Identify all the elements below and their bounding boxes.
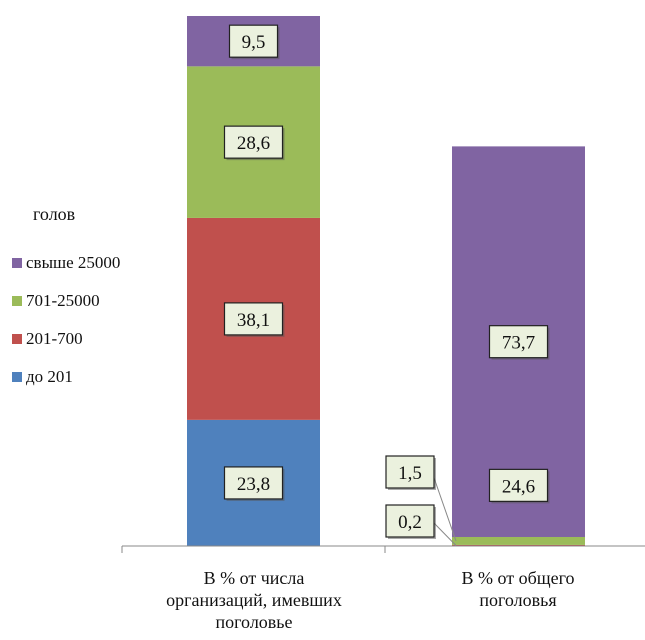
- data-label-box: [223, 125, 284, 159]
- category-label-line: В % от общего: [461, 568, 574, 588]
- legend-label: свыше 25000: [26, 253, 120, 272]
- data-label: 28,6: [223, 125, 285, 161]
- legend-item: 701-25000: [12, 291, 100, 310]
- data-label-text: 0,2: [398, 512, 422, 533]
- legend-swatch: [12, 296, 22, 306]
- data-label-extra: 24,6: [488, 468, 550, 504]
- data-label: 1,5: [385, 455, 436, 490]
- data-label-box: [385, 455, 435, 489]
- data-label-extra-text: 24,6: [502, 476, 535, 497]
- data-label-box: [488, 325, 549, 359]
- legend-label: 701-25000: [26, 291, 100, 310]
- category-label-line: организаций, имевших: [166, 590, 342, 610]
- data-label-text: 9,5: [242, 32, 266, 53]
- data-label: 73,7: [488, 325, 550, 360]
- category-label: В % от числа организаций, имевших поголовь…: [166, 568, 342, 632]
- category-label-line: В % от числа: [204, 568, 305, 588]
- legend-label: до 201: [26, 367, 73, 386]
- data-label-extra-box: [488, 468, 549, 502]
- data-label-box: [228, 24, 279, 58]
- legend-swatch: [12, 258, 22, 268]
- data-label: 9,5: [228, 24, 280, 60]
- category-label: В % от общего поголовья: [461, 568, 574, 610]
- legend-label: 201-700: [26, 329, 83, 348]
- data-label: 0,2: [385, 504, 436, 539]
- data-label-box: [223, 466, 284, 500]
- legend-swatch: [12, 372, 22, 382]
- legend-item: 201-700: [12, 329, 83, 348]
- legend-swatch: [12, 334, 22, 344]
- data-label-text: 1,5: [398, 463, 422, 484]
- data-label-text: 73,7: [502, 333, 535, 354]
- bar-segment: [452, 544, 585, 546]
- legend-item: до 201: [12, 367, 73, 386]
- category-label-line: поголовья: [479, 590, 556, 610]
- data-label-text: 28,6: [237, 133, 270, 154]
- legend-title: голов: [33, 204, 75, 224]
- data-label-box: [385, 504, 435, 538]
- data-label-text: 38,1: [237, 310, 270, 331]
- legend: голов свыше 25000 701-25000 201-700 до 201: [12, 204, 120, 386]
- bar-segment: [452, 536, 585, 545]
- data-label-box: [223, 302, 284, 336]
- x-axis: [121, 545, 645, 553]
- category-labels-layer: В % от числа организаций, имевших поголовь…: [166, 568, 574, 632]
- data-label: 23,8: [223, 466, 285, 501]
- category-label-line: поголовье: [215, 612, 292, 632]
- legend-item: свыше 25000: [12, 253, 120, 272]
- data-label-text: 23,8: [237, 474, 270, 495]
- data-labels-layer: 23,8 38,1 28,6 9,5 0,2 1,5 73,7 24,6: [223, 24, 550, 546]
- data-label: 38,1: [223, 302, 285, 337]
